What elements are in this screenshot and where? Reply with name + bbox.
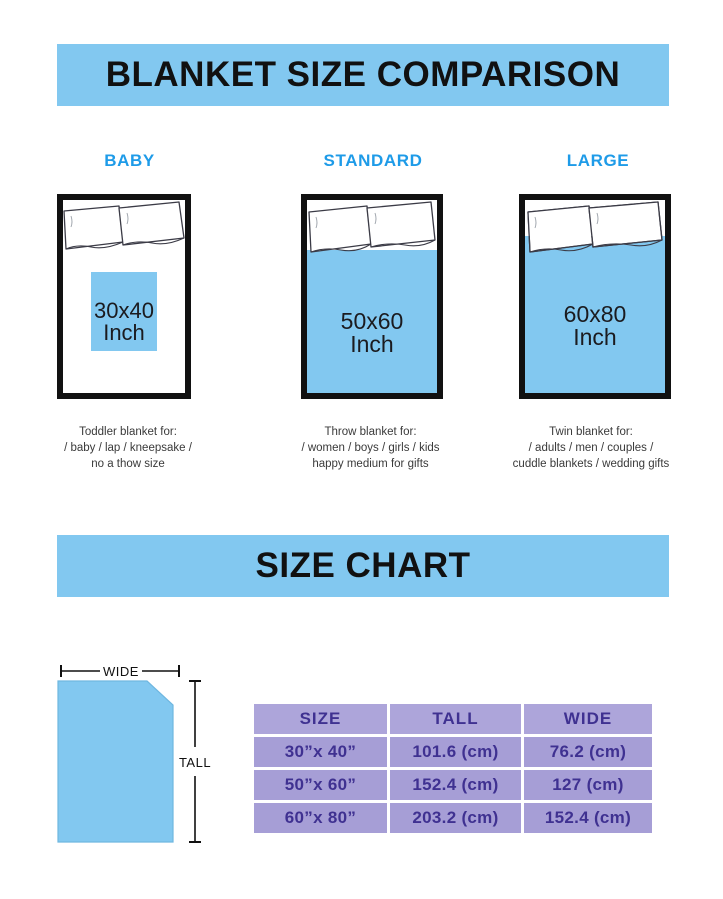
bed-size-line1-large: 60x80 (564, 301, 627, 327)
caption-standard-line3: happy medium for gifts (312, 458, 429, 470)
blanket-shape-diagram: WIDE TALL (42, 652, 232, 862)
cell-size-0: 30”x 40” (254, 737, 387, 767)
caption-large: Twin blanket for: / adults / men / coupl… (466, 424, 716, 472)
cell-wide-2: 152.4 (cm) (524, 803, 652, 833)
cell-wide-0: 76.2 (cm) (524, 737, 652, 767)
table-header-row: SIZE TALL WIDE (254, 704, 652, 734)
table-row: 60”x 80” 203.2 (cm) 152.4 (cm) (254, 803, 652, 833)
cell-tall-2: 203.2 (cm) (390, 803, 521, 833)
main-title-banner: BLANKET SIZE COMPARISON (57, 44, 669, 106)
bed-figure-standard: 50x60 Inch (301, 194, 443, 399)
cell-size-2: 60”x 80” (254, 803, 387, 833)
size-chart-title: SIZE CHART (255, 546, 471, 585)
cell-size-1: 50”x 60” (254, 770, 387, 800)
size-chart-banner: SIZE CHART (57, 535, 669, 597)
cell-wide-1: 127 (cm) (524, 770, 652, 800)
tall-dimension-label: TALL (179, 755, 211, 770)
bed-size-line1-baby: 30x40 (94, 298, 154, 323)
wide-dimension-label: WIDE (103, 664, 139, 679)
blanket-shape (57, 680, 174, 843)
cell-tall-0: 101.6 (cm) (390, 737, 521, 767)
column-heading-baby: BABY (104, 151, 155, 170)
caption-standard-line2: / women / boys / girls / kids (301, 442, 440, 454)
caption-baby: Toddler blanket for: / baby / lap / knee… (28, 424, 228, 472)
caption-large-line2: / adults / men / couples / (528, 442, 654, 454)
table-header-size: SIZE (254, 704, 387, 734)
size-chart-table: SIZE TALL WIDE 30”x 40” 101.6 (cm) 76.2 … (251, 701, 655, 836)
caption-standard-line1: Throw blanket for: (324, 426, 417, 438)
caption-large-line1: Twin blanket for: (549, 426, 633, 438)
table-header-wide: WIDE (524, 704, 652, 734)
page-title: BLANKET SIZE COMPARISON (105, 55, 621, 94)
caption-standard: Throw blanket for: / women / boys / girl… (268, 424, 473, 472)
bed-size-line2-large: Inch (573, 324, 616, 350)
column-heading-standard: STANDARD (323, 151, 423, 170)
column-heading-large: LARGE (566, 151, 630, 170)
table-row: 50”x 60” 152.4 (cm) 127 (cm) (254, 770, 652, 800)
caption-large-line3: cuddle blankets / wedding gifts (512, 458, 670, 470)
bed-size-line2-standard: Inch (350, 331, 393, 357)
caption-baby-line1: Toddler blanket for: (79, 426, 177, 438)
caption-baby-line3: no a thow size (91, 458, 165, 470)
table-header-tall: TALL (390, 704, 521, 734)
bed-figure-large: 60x80 Inch (519, 194, 671, 399)
table-row: 30”x 40” 101.6 (cm) 76.2 (cm) (254, 737, 652, 767)
bed-figure-baby: 30x40 Inch (57, 194, 191, 399)
cell-tall-1: 152.4 (cm) (390, 770, 521, 800)
bed-size-line1-standard: 50x60 (341, 308, 404, 334)
bed-size-line2-baby: Inch (103, 320, 145, 345)
caption-baby-line2: / baby / lap / kneepsake / (64, 442, 192, 454)
